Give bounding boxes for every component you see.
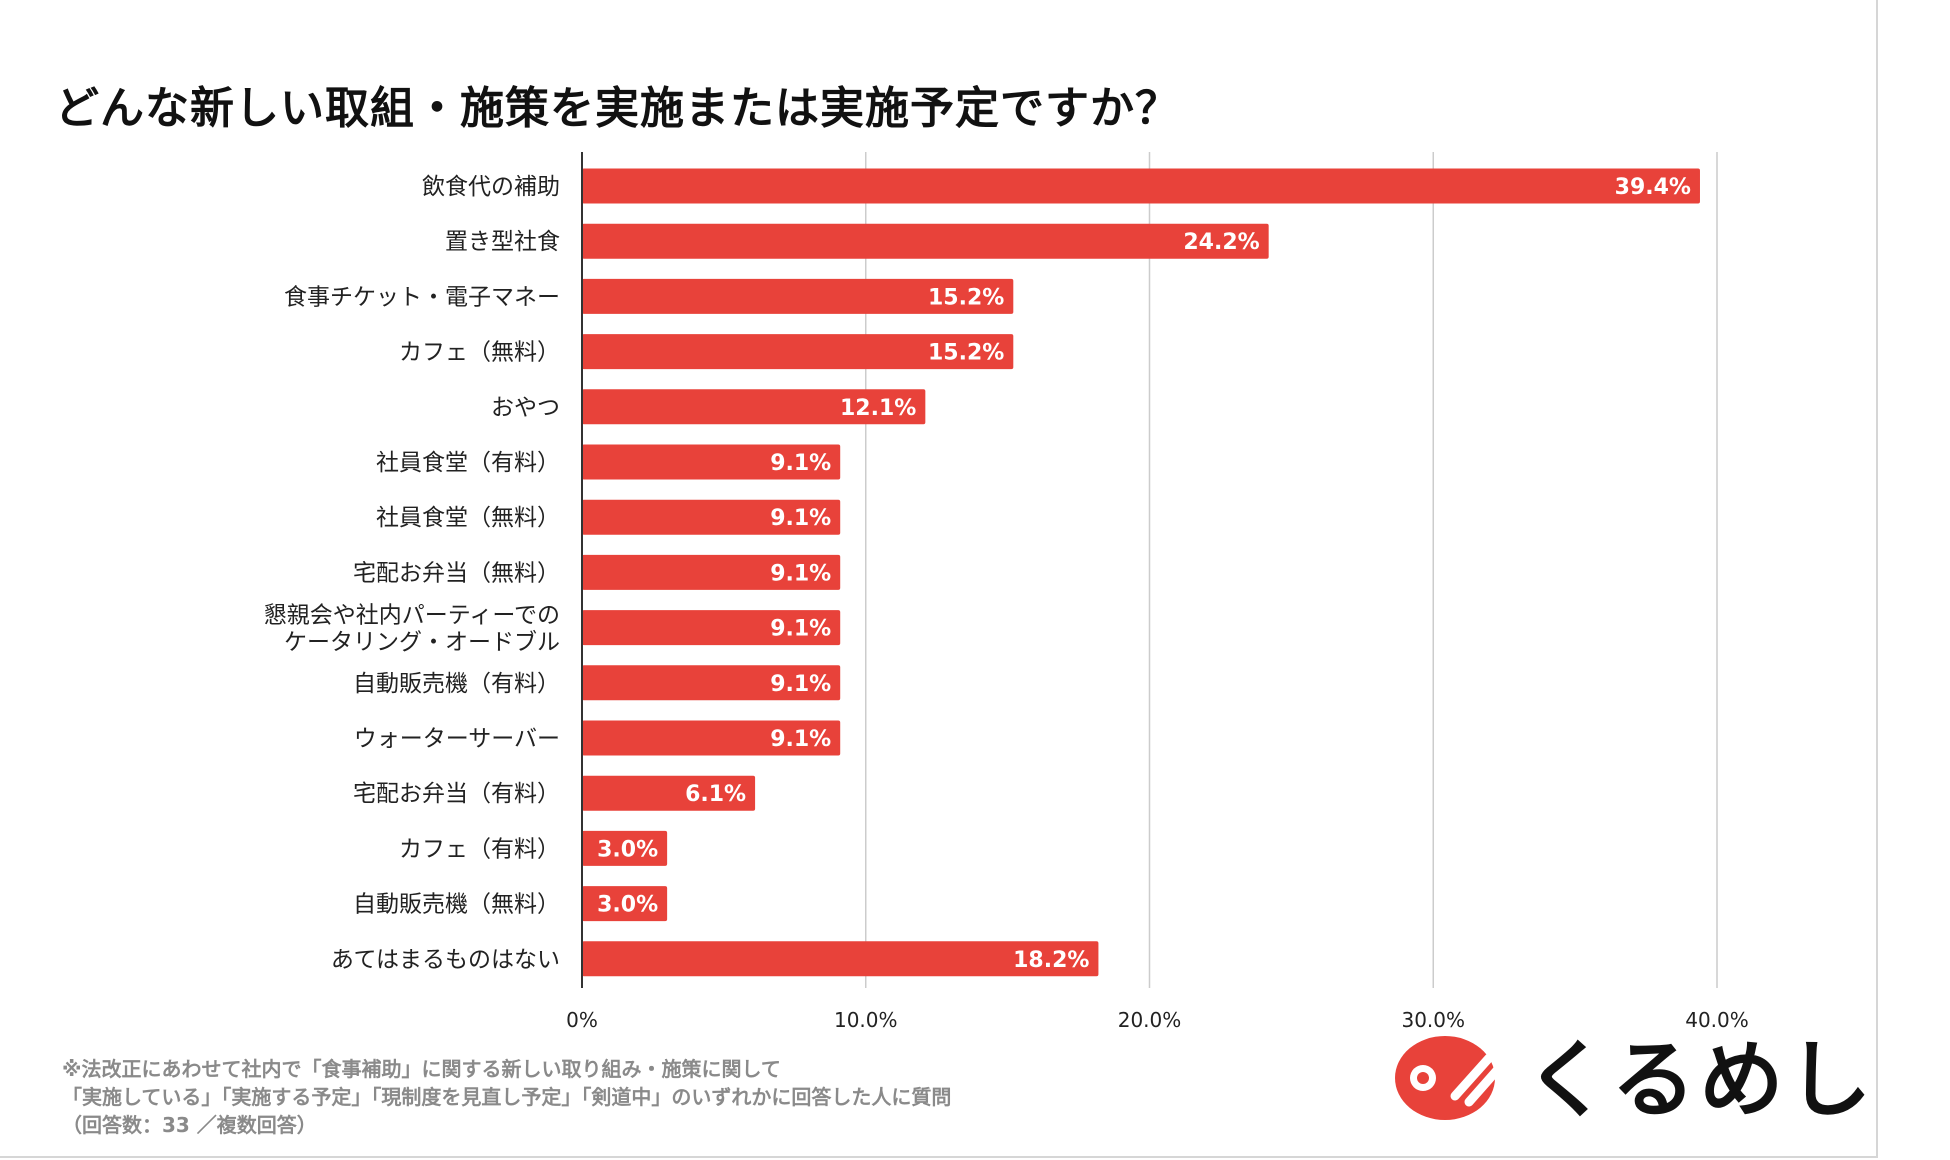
category-label: カフェ（無料） xyxy=(399,340,560,366)
bar xyxy=(582,941,1099,977)
category-label: 宅配お弁当（無料） xyxy=(353,560,560,586)
bar-value-label: 18.2% xyxy=(1013,948,1089,973)
bar-value-label: 3.0% xyxy=(597,893,658,918)
category-label: 自動販売機（有料） xyxy=(353,671,560,697)
bar xyxy=(582,610,841,646)
bar-value-label: 9.1% xyxy=(770,506,831,531)
bar xyxy=(582,720,841,756)
x-tick-label: 30.0% xyxy=(1401,1008,1465,1032)
bar-value-label: 6.1% xyxy=(685,782,746,807)
bar xyxy=(582,665,841,701)
footnote-line-1: ※法改正にあわせて社内で「食事補助」に関する新しい取り組み・施策に関して xyxy=(62,1057,781,1081)
bar-value-label: 15.2% xyxy=(928,285,1004,310)
bar xyxy=(582,223,1269,259)
category-label: 自動販売機（無料） xyxy=(353,892,560,918)
category-label: ウォーターサーバー xyxy=(354,726,560,752)
brand-logo: くるめし xyxy=(1393,1030,1871,1130)
x-tick-label: 40.0% xyxy=(1685,1008,1749,1032)
bar-value-label: 39.4% xyxy=(1615,175,1691,200)
category-label: カフェ（有料） xyxy=(399,836,560,862)
bar-value-label: 3.0% xyxy=(597,837,658,862)
chart-title: どんな新しい取組・施策を実施または実施予定ですか？ xyxy=(55,83,1180,134)
bar xyxy=(582,554,841,590)
bar xyxy=(582,389,926,425)
category-label: 置き型社食 xyxy=(445,229,560,255)
bar xyxy=(582,168,1700,204)
category-label: 懇親会や社内パーティーでの xyxy=(264,603,560,629)
chart-frame xyxy=(0,0,1878,1158)
bar-value-label: 12.1% xyxy=(840,396,916,421)
bar-value-label: 9.1% xyxy=(770,561,831,586)
footnote: ※法改正にあわせて社内で「食事補助」に関する新しい取り組み・施策に関して 「実施… xyxy=(62,1055,951,1139)
bar-value-label: 9.1% xyxy=(770,617,831,642)
category-label: 宅配お弁当（有料） xyxy=(353,781,560,807)
footnote-line-2: 「実施している」「実施する予定」「現制度を見直し予定」「剣道中」のいずれかに回答… xyxy=(62,1085,952,1109)
bar xyxy=(582,334,1014,370)
bar xyxy=(582,499,841,535)
x-tick-label: 10.0% xyxy=(834,1008,898,1032)
bar-value-label: 24.2% xyxy=(1183,230,1259,255)
bar xyxy=(582,886,668,922)
category-label: 社員食堂（無料） xyxy=(376,505,560,531)
logo-text: くるめし xyxy=(1525,1031,1876,1129)
category-label: あてはまるものはない xyxy=(331,947,560,973)
bar-value-label: 9.1% xyxy=(770,672,831,697)
bar-value-label: 15.2% xyxy=(928,341,1004,366)
kurumeshi-logo-mark-icon xyxy=(1395,1036,1504,1120)
x-tick-label: 0% xyxy=(566,1008,598,1032)
category-label: 社員食堂（有料） xyxy=(376,450,560,476)
footnote-line-3: （回答数：33 ／複数回答） xyxy=(62,1113,317,1137)
bar-value-label: 9.1% xyxy=(770,451,831,476)
bar xyxy=(582,278,1014,314)
x-tick-label: 20.0% xyxy=(1118,1008,1182,1032)
bar xyxy=(582,775,756,811)
bar xyxy=(582,830,668,866)
bar-value-label: 9.1% xyxy=(770,727,831,752)
category-label: 飲食代の補助 xyxy=(422,174,560,200)
category-label: おやつ xyxy=(491,395,560,421)
category-label: 食事チケット・電子マネー xyxy=(284,284,560,310)
bar xyxy=(582,444,841,480)
category-label: ケータリング・オードブル xyxy=(284,630,560,656)
